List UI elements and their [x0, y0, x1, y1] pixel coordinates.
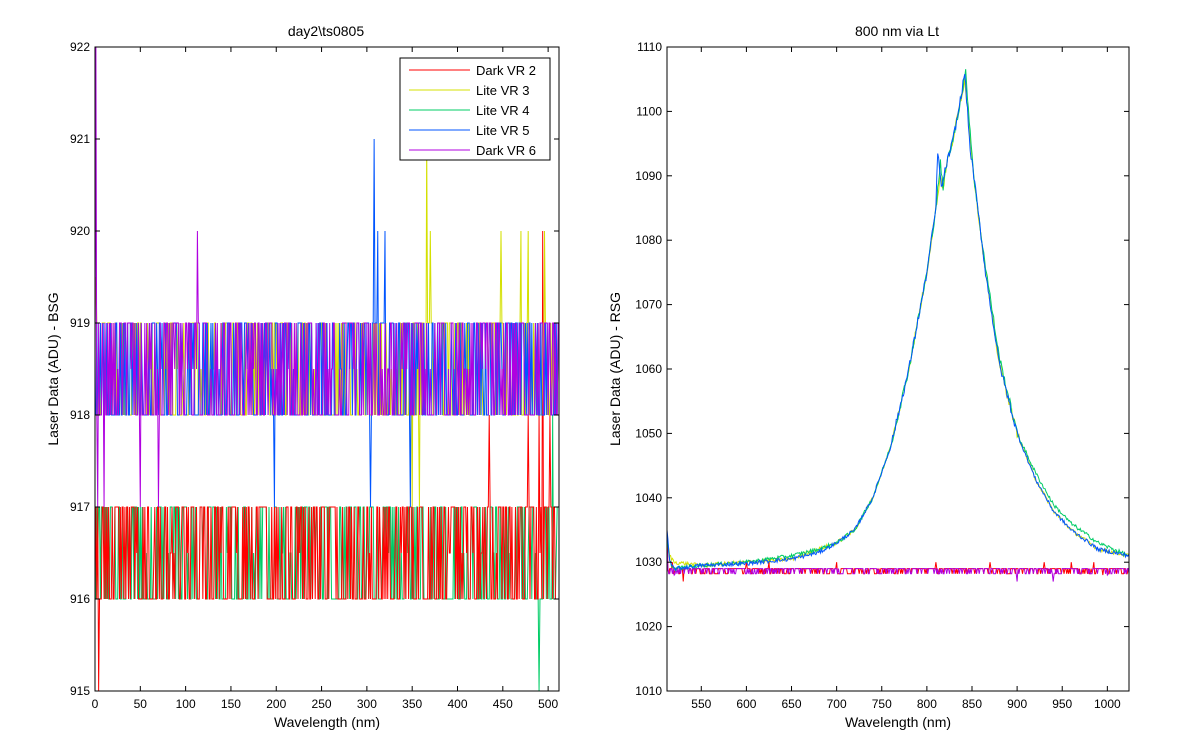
legend-label-lite-vr-5: Lite VR 5 — [476, 123, 529, 138]
left-chart: day2\ts0805 0 50 100 150 200 250 300 350 400 450 5… — [45, 23, 560, 730]
right-chart-title: 800 nm via Lt — [855, 23, 939, 39]
y-tick-label: 1010 — [635, 684, 662, 698]
right-ticks: 550 600 650 700 750 800 850 900 950 1000 1010 1020 1… — [635, 40, 1129, 711]
x-tick-label: 600 — [736, 697, 756, 711]
y-tick-label: 1060 — [635, 362, 662, 376]
right-chart: 800 nm via Lt 550 600 650 700 750 800 850 900 95… — [607, 23, 1130, 730]
series-line-dark-vr-2 — [667, 529, 1129, 582]
y-tick-label: 1050 — [635, 426, 662, 440]
x-tick-label: 0 — [92, 697, 99, 711]
x-tick-label: 700 — [827, 697, 847, 711]
legend-label-dark-vr-2: Dark VR 2 — [476, 63, 536, 78]
y-tick-label: 917 — [70, 500, 90, 514]
x-tick-label: 750 — [872, 697, 892, 711]
x-tick-label: 650 — [782, 697, 802, 711]
y-tick-label: 1030 — [635, 555, 662, 569]
right-x-axis-label: Wavelength (nm) — [845, 714, 951, 730]
left-x-axis-label: Wavelength (nm) — [274, 714, 380, 730]
y-tick-label: 1100 — [636, 104, 662, 118]
y-tick-label: 922 — [70, 40, 90, 54]
y-tick-label: 920 — [70, 224, 90, 238]
y-tick-label: 918 — [70, 408, 90, 422]
x-tick-label: 300 — [357, 697, 377, 711]
left-y-axis-label: Laser Data (ADU) - BSG — [45, 292, 61, 445]
left-ticks: 0 50 100 150 200 250 300 350 400 450 500 915 916 917 9… — [70, 40, 559, 711]
y-tick-label: 1110 — [637, 40, 662, 54]
x-tick-label: 250 — [312, 697, 332, 711]
right-plot-area — [667, 69, 1129, 582]
y-tick-label: 916 — [70, 592, 90, 606]
series-line-lite-vr-4 — [667, 69, 1129, 572]
right-y-axis-label: Laser Data (ADU) - RSG — [607, 292, 623, 446]
series-line-dark-vr-2 — [95, 230, 559, 691]
x-tick-label: 500 — [538, 697, 558, 711]
x-tick-label: 850 — [962, 697, 982, 711]
y-tick-label: 1020 — [635, 620, 662, 634]
x-tick-label: 350 — [402, 697, 422, 711]
x-tick-label: 550 — [691, 697, 711, 711]
series-line-lite-vr-5 — [667, 73, 1129, 572]
x-tick-label: 50 — [134, 697, 148, 711]
x-tick-label: 400 — [447, 697, 467, 711]
series-line-dark-vr-6 — [667, 542, 1129, 582]
left-legend: Dark VR 2 Lite VR 3 Lite VR 4 Lite VR 5 … — [399, 57, 551, 161]
x-tick-label: 900 — [1007, 697, 1027, 711]
x-tick-label: 450 — [493, 697, 513, 711]
left-axes-box — [94, 46, 560, 692]
y-tick-label: 915 — [70, 684, 90, 698]
x-tick-label: 100 — [176, 697, 196, 711]
x-tick-label: 950 — [1052, 697, 1072, 711]
right-axes-box — [666, 46, 1130, 692]
left-chart-title: day2\ts0805 — [288, 23, 364, 39]
legend-label-lite-vr-4: Lite VR 4 — [476, 103, 529, 118]
y-tick-label: 1070 — [635, 298, 662, 312]
x-tick-label: 150 — [221, 697, 241, 711]
legend-label-lite-vr-3: Lite VR 3 — [476, 83, 529, 98]
y-tick-label: 921 — [70, 132, 90, 146]
legend-label-dark-vr-6: Dark VR 6 — [476, 143, 536, 158]
y-tick-label: 1090 — [635, 169, 662, 183]
y-tick-label: 1080 — [635, 233, 662, 247]
series-line-dark-vr-6 — [95, 47, 559, 508]
left-plot-area — [95, 47, 559, 691]
x-tick-label: 200 — [266, 697, 286, 711]
x-tick-label: 1000 — [1094, 697, 1121, 711]
legend-box — [399, 57, 551, 161]
y-tick-label: 919 — [70, 316, 90, 330]
series-line-lite-vr-3 — [667, 78, 1129, 569]
y-tick-label: 1040 — [635, 491, 662, 505]
x-tick-label: 800 — [917, 697, 937, 711]
